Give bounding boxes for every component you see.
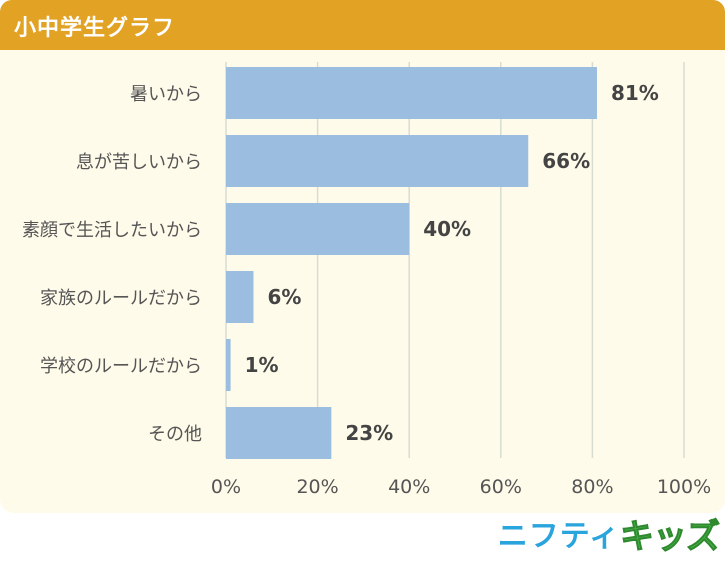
bar-5 bbox=[226, 407, 332, 459]
chart-title: 小中学生グラフ bbox=[14, 16, 176, 41]
category-label-3: 家族のルールだから bbox=[40, 288, 202, 309]
x-tick-label-0: 0% bbox=[211, 476, 241, 498]
nifty-kids-logo: ニフティ キッズ bbox=[497, 517, 721, 558]
category-label-5: その他 bbox=[148, 424, 202, 445]
logo-text-nifty: ニフティ bbox=[497, 519, 620, 554]
value-label-4: 1% bbox=[245, 353, 279, 377]
bar-4 bbox=[226, 339, 231, 391]
value-label-5: 23% bbox=[345, 421, 393, 445]
chart-panel bbox=[0, 50, 725, 513]
category-label-2: 素顔で生活したいから bbox=[22, 220, 202, 241]
x-tick-label-5: 100% bbox=[657, 476, 711, 498]
x-tick-label-1: 20% bbox=[296, 476, 338, 498]
category-label-1: 息が苦しいから bbox=[76, 152, 202, 173]
x-tick-label-3: 60% bbox=[480, 476, 522, 498]
bar-0 bbox=[226, 67, 597, 119]
logo-text-kids: キッズ bbox=[620, 517, 721, 558]
bar-2 bbox=[226, 203, 410, 255]
category-label-0: 暑いから bbox=[130, 84, 202, 105]
value-label-2: 40% bbox=[423, 217, 471, 241]
x-tick-label-4: 80% bbox=[571, 476, 613, 498]
bar-1 bbox=[226, 135, 529, 187]
chart-header: 小中学生グラフ bbox=[0, 0, 725, 50]
value-label-0: 81% bbox=[611, 81, 659, 105]
bar-chart: 0% 20% 40% 60% 80% 100% 暑いから 81% 息が苦しいから 66% 素顔で生活… bbox=[22, 62, 711, 498]
category-label-4: 学校のルールだから bbox=[40, 356, 202, 377]
value-label-1: 66% bbox=[542, 149, 590, 173]
value-label-3: 6% bbox=[267, 285, 301, 309]
x-tick-label-2: 40% bbox=[388, 476, 430, 498]
bar-3 bbox=[226, 271, 254, 323]
